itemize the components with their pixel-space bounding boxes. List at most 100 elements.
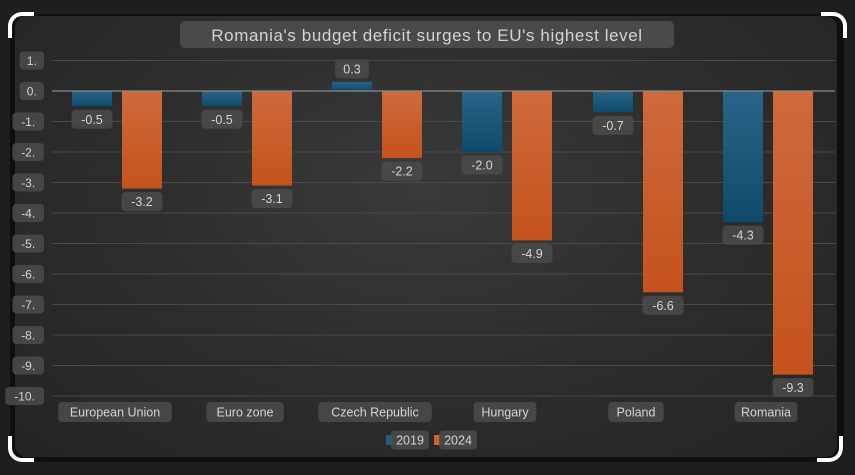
y-tick-label: -7. [12,295,44,314]
bar-2019-czech-republic [332,81,372,91]
x-axis-ticks: European Union Euro zone Czech Republic Hun… [58,402,798,422]
data-label: -4.9 [511,243,553,263]
data-label-text: -2.2 [391,165,413,179]
legend-item-2024: 2024 [434,430,477,450]
x-tick-label-text: European Union [70,406,160,420]
data-label-background [592,115,634,135]
legend-swatch [386,435,392,445]
data-label: -0.5 [201,109,243,129]
bar-2019-european-union [72,91,112,107]
y-tick-label-background [12,326,44,344]
bar-2024-romania [773,91,813,375]
bar-2024-poland [643,91,683,293]
data-label: 0.3 [335,59,369,79]
data-label: -3.1 [251,189,293,209]
y-tick-label-background [12,143,44,161]
y-tick-label-text: 1. [27,54,37,68]
y-tick-label: -6. [12,265,44,283]
corner-bracket-top-left [8,12,34,38]
data-label-background [642,295,684,315]
data-label-background [461,155,503,175]
x-tick-label-text: Euro zone [217,406,274,420]
x-tick-label-background [58,402,172,422]
corner-bracket-bottom-right [817,436,843,462]
data-label-background [335,59,369,79]
y-tick-label-background [12,295,44,314]
y-tick-label-background [12,204,44,222]
y-tick-label-background [19,82,44,100]
x-tick-label: European Union [58,402,172,422]
y-tick-label-background [12,265,44,283]
y-tick-label-background [5,387,44,405]
y-tick-label: -1. [12,112,44,131]
x-tick-label: Poland [608,402,664,422]
chart-title-text: Romania's budget deficit surges to EU's … [211,26,642,45]
data-label-text: -4.3 [732,229,754,243]
data-label-text: -6.6 [652,299,674,313]
corner-bracket-bottom-left [8,436,34,462]
data-label: -0.5 [71,109,113,129]
y-tick-label: 0. [19,82,44,100]
legend-label-text: 2019 [396,434,424,448]
bar-2024-european-union [122,91,162,189]
chart-title-background [180,21,674,48]
data-label-background [121,192,163,212]
bar-2019-romania [723,91,763,223]
data-label: -6.6 [642,295,684,315]
legend-label-text: 2024 [444,434,472,448]
x-tick-label-text: Poland [617,406,656,420]
chart-title: Romania's budget deficit surges to EU's … [180,21,674,48]
x-tick-label-text: Hungary [481,406,529,420]
data-label-text: -4.9 [521,247,543,261]
data-label-text: -3.1 [261,192,283,206]
data-label-background [71,109,113,129]
x-tick-label-background [473,402,537,422]
legend: 2019 2024 [386,430,477,450]
legend-label: 2024 [439,430,477,450]
y-axis-ticks: 1. 0. -1. -2. -3. -4. -5. -6. -7. -8. -9. -10. [5,51,44,405]
y-tick-label-text: -1. [21,115,35,129]
data-label-text: -9.3 [782,381,804,395]
legend-swatch [434,435,440,445]
y-tick-label: -3. [12,173,44,192]
y-tick-label-background [12,173,44,192]
data-label-text: -0.7 [602,119,624,133]
y-tick-label: 1. [19,51,44,70]
data-label-text: 0.3 [343,62,360,76]
y-tick-label-background [12,356,44,375]
y-tick-label-background [12,234,44,253]
bar-2019-poland [593,91,633,113]
data-label: -3.2 [121,192,163,212]
y-tick-label-text: -8. [21,328,35,342]
data-label-text: -2.0 [471,159,493,173]
y-tick-label-background [19,51,44,70]
data-labels: -0.5 -0.5 0.3 -2.0 -0.7 -4.3 -3.2 -3.1 -2.2 -4.9 -… [71,59,814,398]
bar-2019-hungary [462,91,502,152]
data-label: -2.0 [461,155,503,175]
y-tick-label-text: -3. [21,176,35,190]
bar-2024-czech-republic [382,91,422,159]
x-tick-label: Romania [734,402,798,422]
y-tick-label: -8. [12,326,44,344]
y-tick-label-text: -4. [21,206,35,220]
x-tick-label: Hungary [473,402,537,422]
y-tick-label-text: -10. [14,389,35,403]
data-label-text: -3.2 [131,195,153,209]
y-tick-label-text: -2. [21,145,35,159]
data-label: -2.2 [381,161,423,181]
x-tick-label-background [206,402,284,422]
x-tick-label-background [608,402,664,422]
legend-label: 2019 [391,430,429,450]
data-label-background [251,189,293,209]
bars [72,81,813,375]
x-tick-label-background [318,402,432,422]
y-tick-label: -2. [12,143,44,161]
bar-2024-euro-zone [252,91,292,186]
data-label-background [511,243,553,263]
data-label-text: -0.5 [211,113,233,127]
data-label-background [201,109,243,129]
y-tick-label-text: 0. [27,84,37,98]
data-label-background [722,225,764,245]
x-tick-label-text: Czech Republic [331,406,419,420]
